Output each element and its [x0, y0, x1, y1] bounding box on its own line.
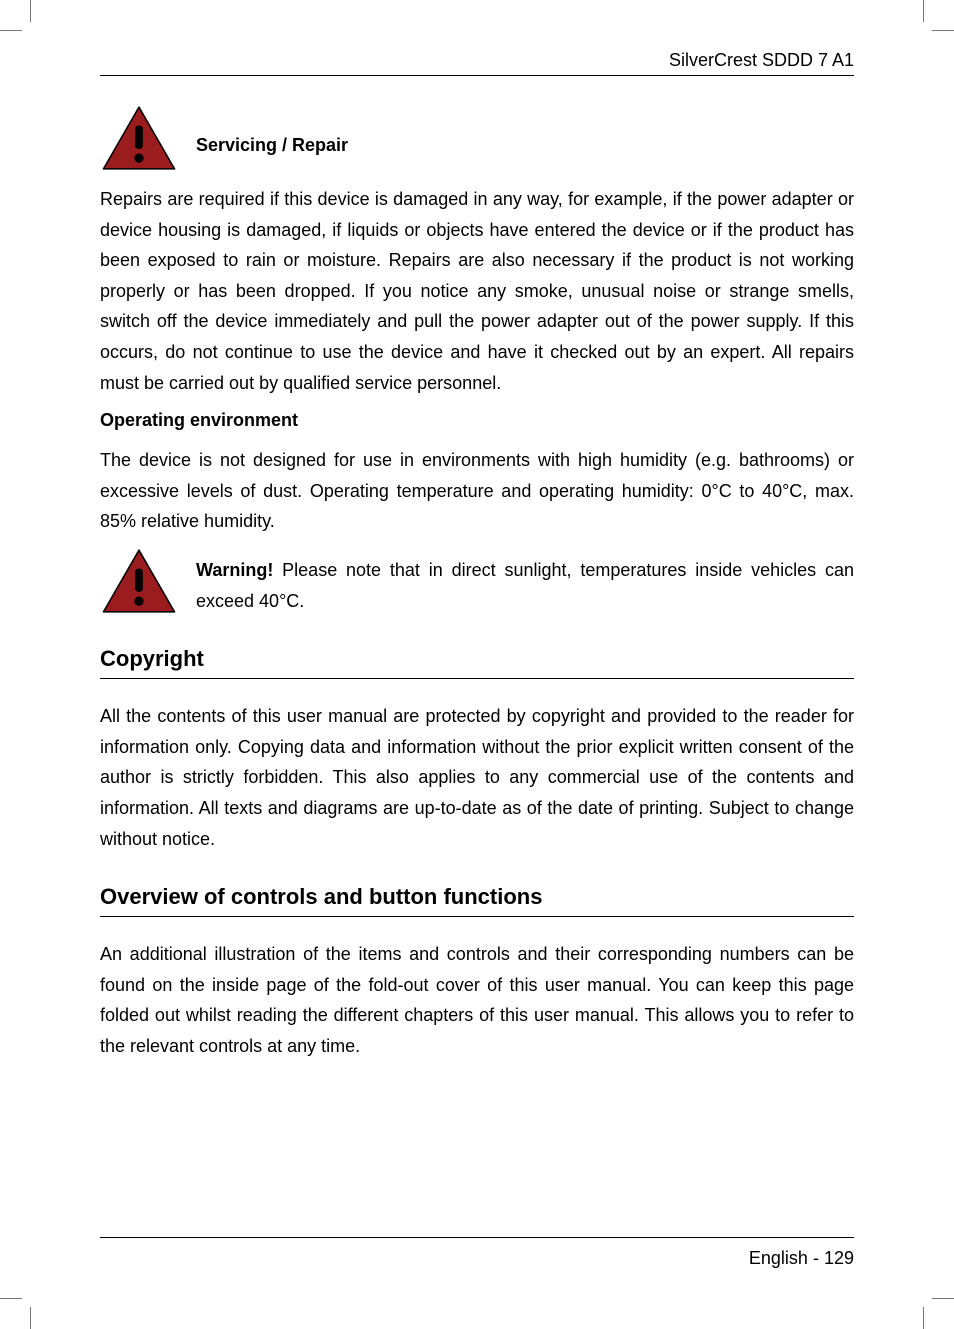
crop-mark — [932, 30, 954, 31]
warning-bold: Warning! — [196, 560, 273, 580]
footer-page: 129 — [824, 1248, 854, 1268]
warning-note-row: Warning! Please note that in direct sunl… — [100, 547, 854, 616]
warning-icon — [100, 547, 178, 615]
page-footer: English - 129 — [100, 1237, 854, 1269]
page-content: SilverCrest SDDD 7 A1 Servicing / Repair… — [100, 50, 854, 1269]
footer-lang: English — [749, 1248, 808, 1268]
crop-mark — [30, 0, 31, 22]
copyright-heading: Copyright — [100, 646, 854, 679]
operating-env-body: The device is not designed for use in en… — [100, 445, 854, 537]
crop-mark — [30, 1307, 31, 1329]
warning-icon — [100, 104, 178, 172]
overview-body: An additional illustration of the items … — [100, 939, 854, 1061]
crop-mark — [923, 0, 924, 22]
servicing-body: Repairs are required if this device is d… — [100, 184, 854, 398]
footer-sep: - — [808, 1248, 824, 1268]
crop-mark — [923, 1307, 924, 1329]
warning-rest: Please note that in direct sunlight, tem… — [196, 560, 854, 611]
page-header: SilverCrest SDDD 7 A1 — [100, 50, 854, 76]
servicing-header-row: Servicing / Repair — [100, 104, 854, 172]
overview-heading: Overview of controls and button function… — [100, 884, 854, 917]
copyright-body: All the contents of this user manual are… — [100, 701, 854, 854]
warning-note-text: Warning! Please note that in direct sunl… — [196, 555, 854, 616]
crop-mark — [932, 1298, 954, 1299]
crop-mark — [0, 1298, 22, 1299]
product-name: SilverCrest SDDD 7 A1 — [100, 50, 854, 71]
operating-env-heading: Operating environment — [100, 410, 854, 431]
crop-mark — [0, 30, 22, 31]
servicing-heading: Servicing / Repair — [196, 135, 348, 156]
